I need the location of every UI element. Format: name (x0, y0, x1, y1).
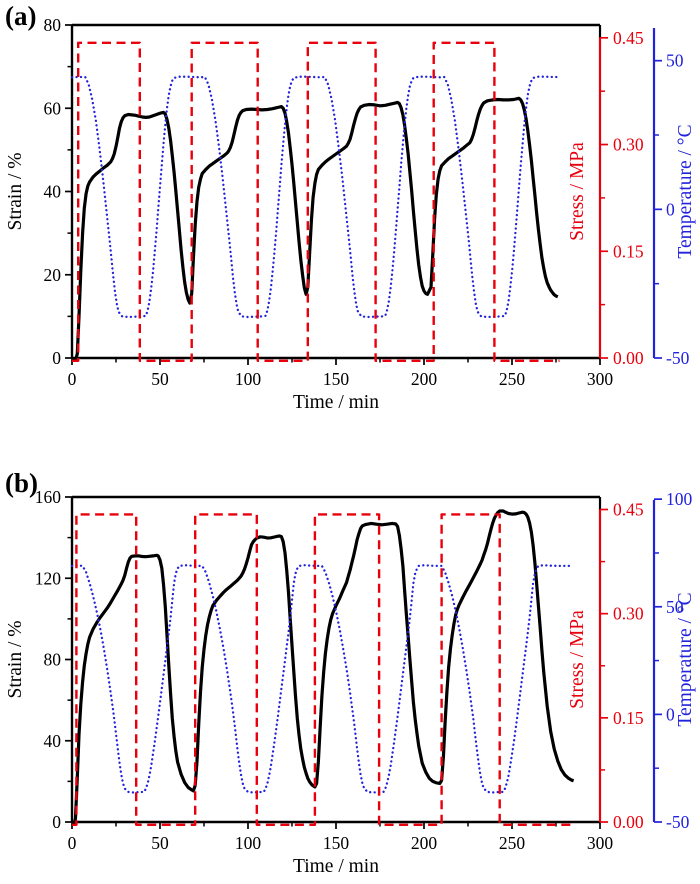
strain-tick-label: 160 (35, 487, 62, 507)
plot-frame (70, 495, 602, 824)
strain-series (72, 509, 575, 826)
panel-b: (b) 0 50 100 150 200 250 300 Time / min 0 40 80 120… (0, 442, 700, 884)
stress-tick-label: 0.45 (613, 500, 644, 520)
strain-series (72, 96, 559, 362)
x-tick-label: 150 (323, 833, 350, 853)
stress-tick-label: 0.45 (613, 28, 644, 48)
x-tick-label: 250 (499, 833, 526, 853)
plot-frame (70, 23, 602, 360)
temperature-tick-label: -50 (666, 348, 690, 368)
x-tick-label: 200 (411, 369, 438, 389)
temperature-tick-label: 100 (666, 489, 693, 509)
panel-b-label: (b) (5, 468, 38, 498)
x-axis-title: Time / min (293, 856, 379, 877)
strain-axis-title: Strain / % (5, 153, 26, 231)
stress-series (72, 513, 574, 826)
stress-tick-label: 0.30 (613, 135, 644, 155)
x-axis: 0 50 100 150 200 250 300 Time / min (68, 358, 614, 413)
x-tick-label: 300 (587, 833, 614, 853)
chart-a: 0 50 100 150 200 250 300 Time / min 0 20 40 60 80 Str… (5, 15, 696, 413)
strain-axis-title: Strain / % (5, 621, 26, 699)
temperature-tick-label: 50 (666, 51, 684, 71)
strain-tick-label: 60 (44, 98, 62, 118)
stress-series (72, 41, 560, 362)
y-axis-strain: 0 40 80 120 160 Strain / % (5, 487, 72, 832)
temperature-series (70, 564, 573, 794)
x-tick-label: 200 (411, 833, 438, 853)
y-axis-stress: 0.00 0.15 0.30 0.45 Stress / MPa (567, 28, 644, 368)
temperature-tick-label: -50 (666, 812, 690, 832)
x-tick-label: 100 (235, 833, 262, 853)
temperature-axis-title: Temperature / °C (675, 592, 696, 726)
stress-tick-label: 0.00 (613, 812, 644, 832)
panel-a: (a) 0 50 100 150 200 250 300 Time / min 0 20 40 60 8… (5, 1, 696, 414)
strain-tick-label: 40 (44, 731, 62, 751)
x-tick-label: 150 (323, 369, 350, 389)
y-axis-stress: 0.00 0.15 0.30 0.45 Stress / MPa (567, 500, 644, 833)
temperature-tick-label: 0 (666, 199, 675, 219)
stress-tick-label: 0.15 (613, 241, 644, 261)
stress-tick-label: 0.00 (613, 348, 644, 368)
temperature-tick-label: 50 (666, 597, 684, 617)
y-axis-strain: 0 20 40 60 80 Strain / % (5, 15, 72, 368)
y-axis-temperature: -50 0 50 Temperature / °C (652, 28, 696, 368)
stress-tick-label: 0.15 (613, 708, 644, 728)
stress-tick-label: 0.30 (613, 604, 644, 624)
strain-tick-label: 0 (52, 348, 61, 368)
strain-tick-label: 80 (44, 15, 62, 35)
panel-a-label: (a) (5, 1, 37, 31)
y-axis-temperature: -50 0 50 100 Temperature / °C (652, 489, 696, 832)
x-tick-label: 50 (151, 369, 169, 389)
x-tick-label: 100 (235, 369, 262, 389)
x-tick-label: 300 (587, 369, 614, 389)
strain-tick-label: 80 (44, 650, 62, 670)
stress-axis-title: Stress / MPa (567, 610, 588, 709)
temperature-tick-label: 0 (666, 704, 675, 724)
strain-tick-label: 120 (35, 568, 62, 588)
x-tick-label: 0 (68, 833, 77, 853)
x-axis-title: Time / min (293, 392, 379, 413)
chart-b: 0 50 100 150 200 250 300 Time / min 0 40 80 120 160 S… (5, 487, 696, 877)
x-axis: 0 50 100 150 200 250 300 Time / min (68, 822, 614, 877)
strain-tick-label: 40 (44, 182, 62, 202)
x-tick-label: 0 (68, 369, 77, 389)
temperature-axis-title: Temperature / °C (675, 124, 696, 258)
stress-axis-title: Stress / MPa (567, 142, 588, 241)
strain-tick-label: 20 (44, 265, 62, 285)
temperature-series (70, 75, 561, 319)
strain-tick-label: 0 (52, 812, 61, 832)
x-tick-label: 250 (499, 369, 526, 389)
x-tick-label: 50 (151, 833, 169, 853)
